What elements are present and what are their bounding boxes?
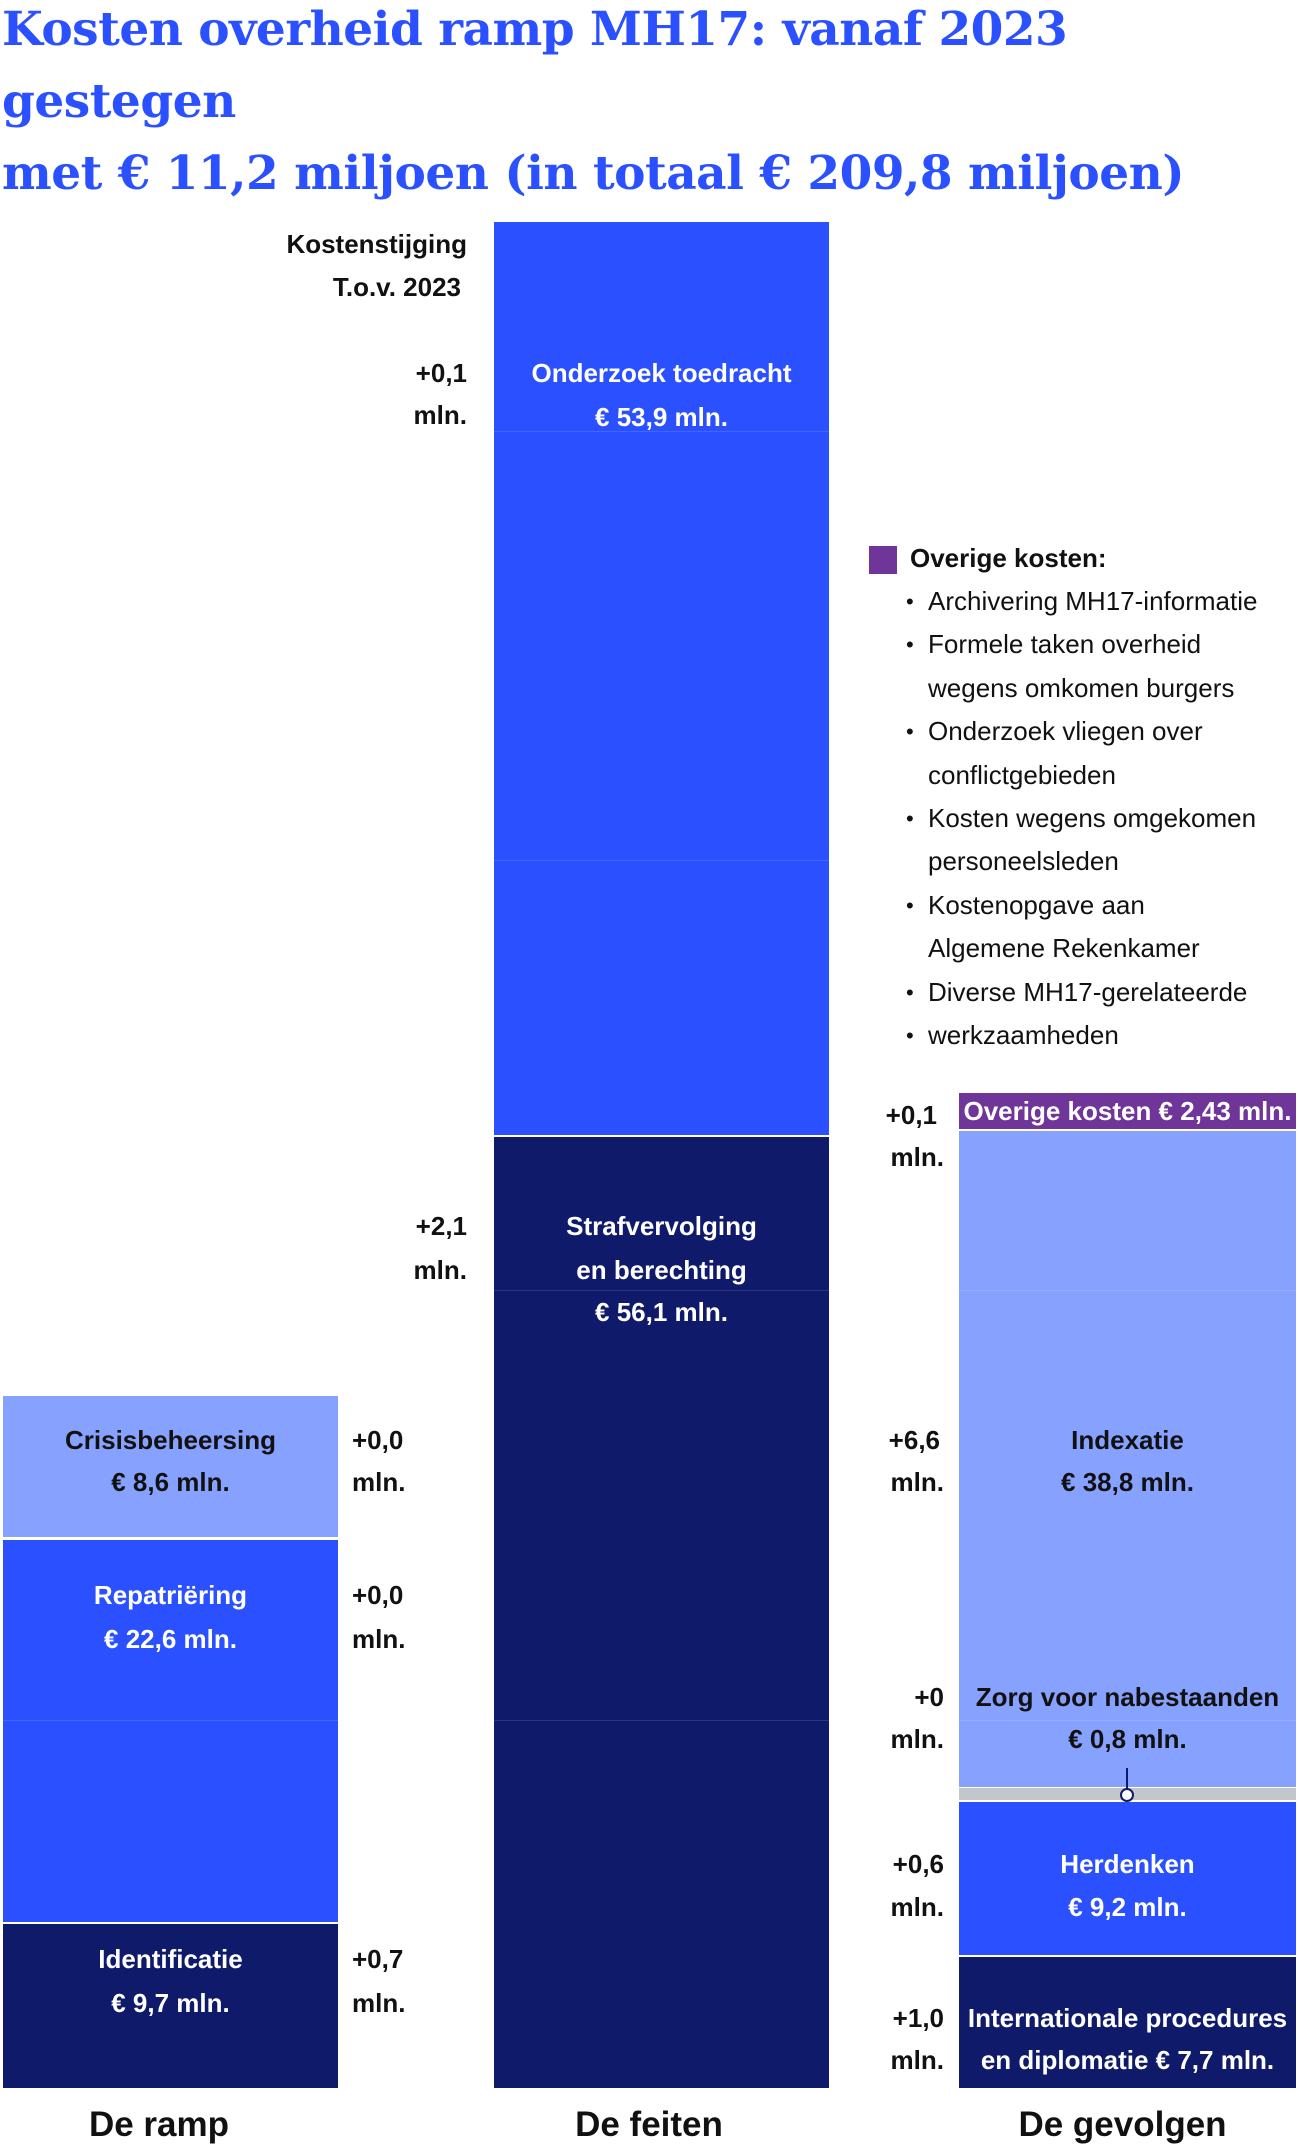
- legend-item: conflictgebieden: [928, 759, 1116, 790]
- zorg-marker-dot: [1120, 1788, 1134, 1802]
- bar-herdenken: [959, 1802, 1296, 1955]
- increase-unit: mln.: [352, 1624, 406, 1654]
- gridline: [959, 1290, 1296, 1291]
- increase-overige: +0,1: [885, 1100, 937, 1130]
- bullet-icon: •: [906, 1023, 914, 1048]
- bullet-icon: •: [906, 589, 914, 614]
- bullet-icon: •: [906, 892, 914, 918]
- gridline: [3, 1720, 338, 1721]
- legend-title: Overige kosten:: [910, 543, 1107, 573]
- increase-indexatie: +6,6: [888, 1425, 940, 1455]
- label-internationale-2: en diplomatie € 7,7 mln.: [980, 2045, 1275, 2075]
- increase-unit: mln.: [352, 1988, 406, 2018]
- bar-strafvervolging: [494, 1137, 829, 2088]
- value-indexatie: € 38,8 mln.: [1061, 1467, 1194, 1497]
- legend-swatch-overige: [869, 546, 897, 574]
- increase-unit: mln.: [890, 1142, 944, 1172]
- category-label-de-ramp: De ramp: [88, 2105, 230, 2144]
- value-onderzoek-toedracht: € 53,9 mln.: [595, 402, 728, 432]
- increase-unit: mln.: [890, 1892, 944, 1922]
- increase-unit: mln.: [890, 2045, 944, 2075]
- increase-repatriering: +0,0: [352, 1580, 404, 1610]
- gridline: [494, 1720, 829, 1721]
- bar-crisisbeheersing: [3, 1396, 338, 1537]
- increase-unit: mln.: [890, 1724, 944, 1754]
- label-repatriering: Repatriëring: [93, 1580, 248, 1610]
- label-identificatie: Identificatie: [98, 1944, 243, 1974]
- legend-item: Archivering MH17-informatie: [928, 586, 1258, 616]
- label-indexatie: Indexatie: [1071, 1425, 1184, 1455]
- increase-header-line-1: Kostenstijging: [286, 229, 467, 259]
- legend-item: Onderzoek vliegen over: [928, 716, 1203, 747]
- legend-item: Kostenopgave aan: [928, 889, 1145, 920]
- label-strafvervolging: Strafvervolging: [566, 1211, 757, 1241]
- gridline: [494, 1290, 829, 1291]
- legend-item: Kosten wegens omgekomen: [928, 803, 1257, 833]
- gridline: [494, 431, 829, 432]
- increase-unit: mln.: [413, 400, 467, 430]
- label-zorg: Zorg voor nabestaanden: [975, 1682, 1280, 1712]
- title-line-2: met € 11,2 miljoen (in totaal € 209,8 mi…: [2, 146, 1185, 201]
- bar-identificatie: [3, 1924, 338, 2088]
- increase-herdenken: +0,6: [892, 1849, 944, 1879]
- gridline: [494, 860, 829, 861]
- legend-item: Formele taken overheid: [928, 629, 1202, 660]
- value-crisisbeheersing: € 8,6 mln.: [111, 1467, 230, 1497]
- value-herdenken: € 9,2 mln.: [1068, 1892, 1187, 1922]
- increase-unit: mln.: [890, 1467, 944, 1497]
- label-overige-kosten: Overige kosten € 2,43 mln.: [963, 1096, 1292, 1126]
- category-label-de-feiten: De feiten: [575, 2105, 723, 2144]
- bullet-icon: •: [906, 719, 914, 745]
- chart-title: Kosten overheid ramp MH17: vanaf 2023 ge…: [2, 0, 1299, 210]
- label-onderzoek-toedracht: Onderzoek toedracht: [531, 358, 792, 388]
- bar-overige-kosten: [959, 1093, 1296, 1129]
- title-line-1: Kosten overheid ramp MH17: vanaf 2023 ge…: [2, 2, 1068, 129]
- zorg-marker-line: [1126, 1768, 1128, 1790]
- label-internationale: Internationale procedures: [967, 2003, 1288, 2033]
- legend-item: Algemene Rekenkamer: [928, 933, 1200, 964]
- increase-crisisbeheersing: +0,0: [352, 1425, 404, 1455]
- bar-indexatie: [959, 1131, 1296, 1787]
- bar-internationale-procedures: [959, 1957, 1296, 2088]
- increase-onderzoek-toedracht: +0,1: [415, 358, 467, 388]
- bullet-icon: •: [906, 806, 914, 831]
- label-strafvervolging-2: en berechting: [576, 1255, 747, 1285]
- increase-zorg: +0: [914, 1682, 944, 1712]
- label-crisisbeheersing: Crisisbeheersing: [65, 1425, 276, 1455]
- increase-strafvervolging: +2,1: [415, 1211, 467, 1241]
- increase-unit: mln.: [413, 1255, 467, 1285]
- increase-internationale: +1,0: [892, 2003, 944, 2033]
- value-zorg: € 0,8 mln.: [1068, 1724, 1187, 1754]
- increase-header-line-2: T.o.v. 2023: [332, 272, 461, 302]
- label-herdenken: Herdenken: [1060, 1849, 1195, 1879]
- bar-repatriering: [3, 1540, 338, 1922]
- legend-item: Diverse MH17-gerelateerde: [928, 976, 1248, 1007]
- bullet-icon: •: [906, 979, 914, 1005]
- legend-item: personeelsleden: [928, 846, 1119, 877]
- bar-onderzoek-toedracht: [494, 222, 829, 1135]
- increase-unit: mln.: [352, 1467, 406, 1497]
- category-label-de-gevolgen: De gevolgen: [1018, 2105, 1227, 2144]
- legend-item: werkzaamheden: [928, 1020, 1119, 1050]
- value-identificatie: € 9,7 mln.: [111, 1988, 230, 2018]
- value-strafvervolging: € 56,1 mln.: [595, 1297, 728, 1327]
- value-repatriering: € 22,6 mln.: [104, 1624, 237, 1654]
- increase-identificatie: +0,7: [352, 1944, 404, 1974]
- gridline: [959, 1720, 1296, 1721]
- legend-item: wegens omkomen burgers: [928, 672, 1235, 703]
- bullet-icon: •: [906, 632, 914, 658]
